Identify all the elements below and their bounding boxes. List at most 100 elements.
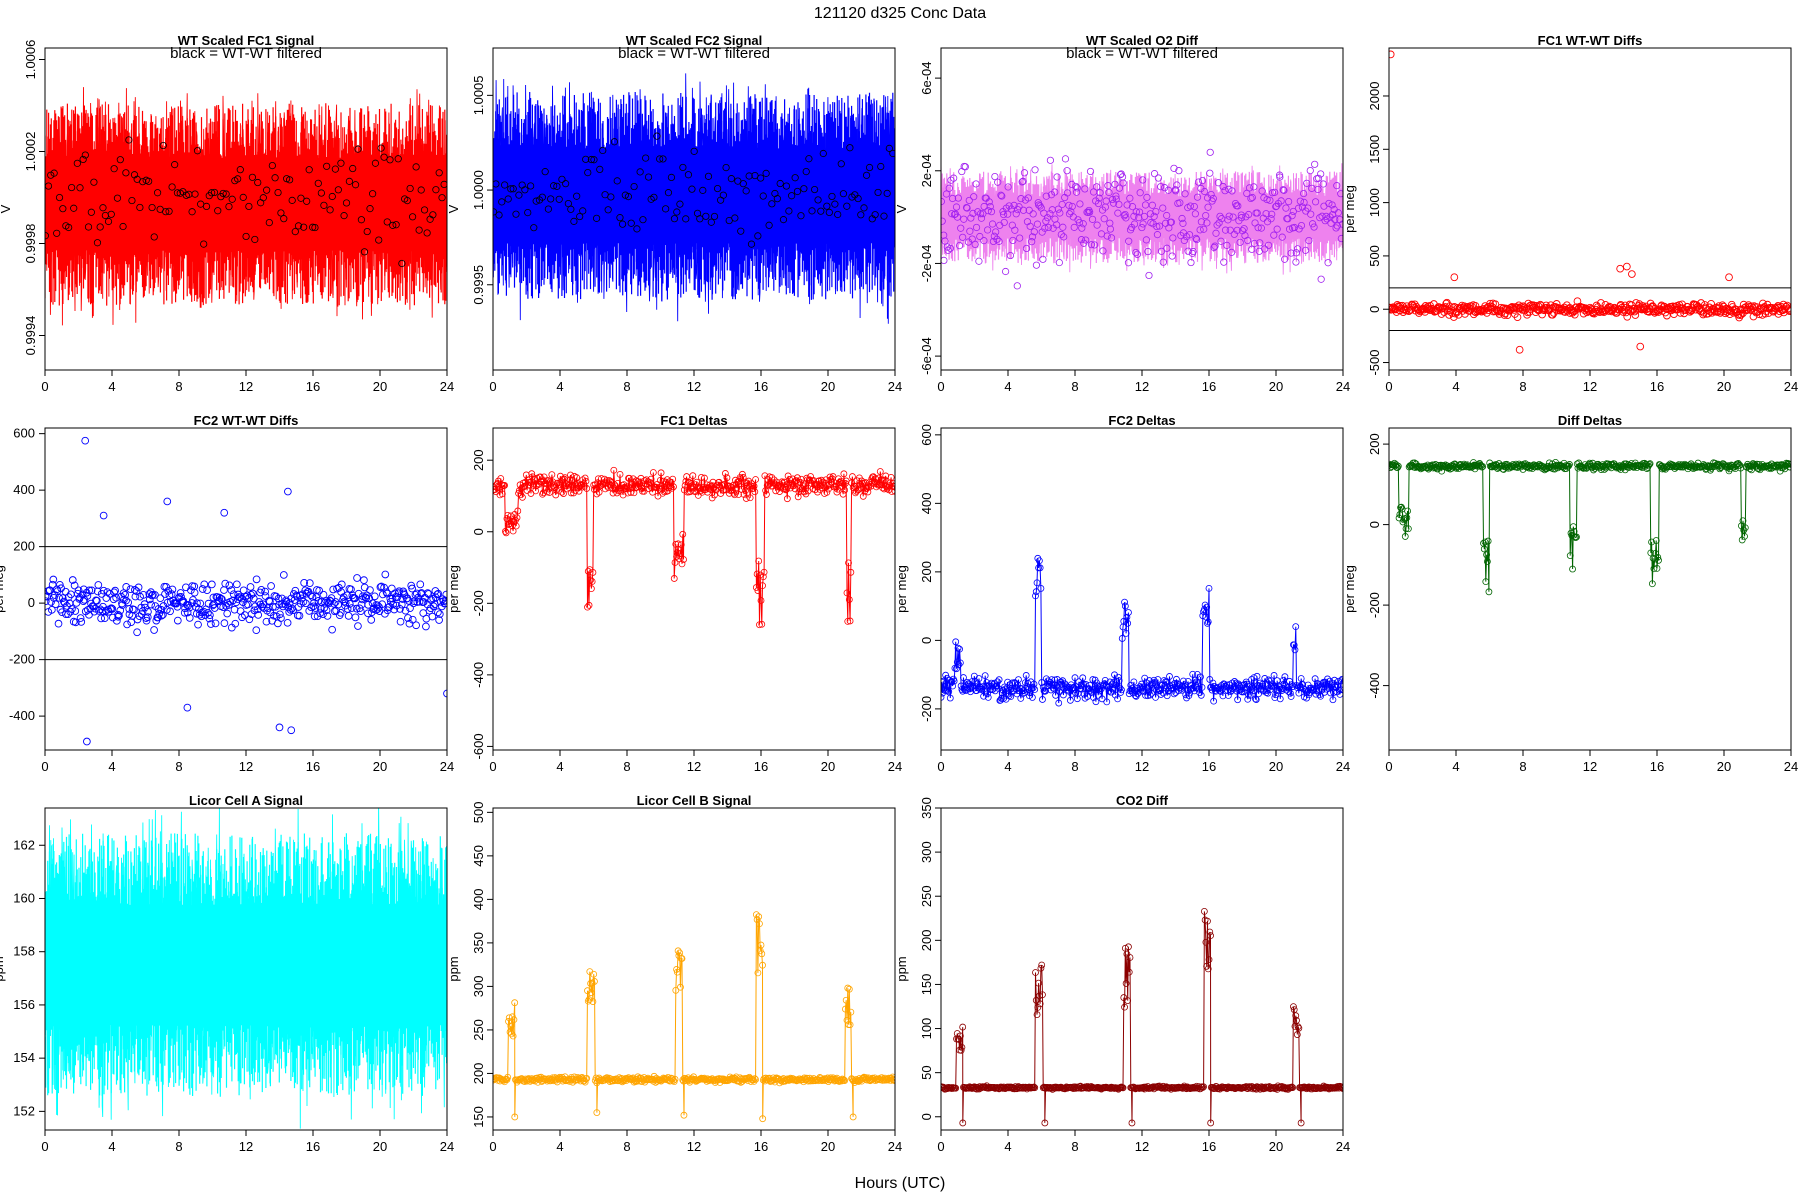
filtered-point — [1327, 219, 1335, 227]
filtered-point — [719, 191, 727, 199]
x-tick-label: 16 — [754, 1139, 768, 1154]
data-point — [1513, 313, 1522, 322]
data-point — [721, 470, 729, 477]
data-point — [389, 600, 398, 609]
data-point — [159, 610, 167, 619]
filtered-point — [992, 228, 1000, 236]
data-point — [955, 1036, 963, 1043]
data-point — [946, 676, 953, 684]
filtered-point — [854, 194, 862, 203]
data-point — [672, 540, 680, 548]
filtered-point — [877, 162, 885, 171]
filtered-point — [957, 224, 965, 232]
filtered-point — [1290, 223, 1299, 232]
filtered-point — [415, 226, 423, 234]
filtered-point — [1100, 215, 1108, 223]
filtered-point — [1311, 198, 1320, 206]
data-point — [993, 682, 1001, 690]
data-point — [1435, 303, 1443, 311]
data-point — [1166, 673, 1173, 680]
data-point — [265, 596, 273, 605]
data-point — [1566, 552, 1574, 559]
data-point — [1738, 522, 1745, 530]
filtered-point — [644, 173, 653, 181]
filtered-point — [1234, 202, 1242, 210]
data-point — [1234, 696, 1242, 704]
x-tick-label: 0 — [41, 379, 48, 394]
y-tick-label: 0.9995 — [471, 265, 486, 305]
data-point — [272, 592, 280, 601]
data-point — [726, 482, 734, 490]
filtered-point — [989, 237, 998, 246]
filtered-point — [862, 171, 871, 179]
data-point — [442, 590, 447, 599]
data-point — [231, 619, 240, 628]
filtered-point — [590, 156, 598, 164]
filtered-point — [570, 217, 578, 225]
filtered-point — [1245, 210, 1253, 219]
data-point — [981, 672, 989, 680]
data-point — [758, 950, 766, 958]
filtered-point — [1186, 202, 1194, 210]
panel-title: WT Scaled FC2 Signal — [626, 33, 763, 48]
data-point — [560, 490, 567, 497]
x-tick-label: 16 — [306, 1139, 320, 1154]
filtered-point — [1010, 201, 1018, 209]
filtered-point — [1300, 189, 1308, 198]
data-point — [1697, 299, 1705, 307]
filtered-point — [739, 180, 747, 188]
data-point — [783, 495, 791, 503]
data-point — [647, 475, 655, 483]
data-point — [890, 483, 895, 491]
data-point — [804, 487, 812, 495]
data-point — [150, 626, 158, 634]
data-point — [508, 522, 516, 530]
data-point — [880, 485, 888, 493]
data-point — [731, 491, 739, 499]
filtered-point — [1053, 173, 1061, 181]
data-point — [1204, 618, 1212, 626]
filtered-point — [1036, 202, 1044, 210]
filtered-point — [1056, 209, 1064, 217]
data-point — [1200, 1083, 1207, 1091]
data-point — [1103, 698, 1111, 706]
filtered-point — [630, 182, 638, 191]
filtered-point — [1190, 202, 1198, 211]
data-point — [194, 620, 202, 629]
data-point — [587, 989, 595, 997]
data-point — [230, 605, 239, 614]
y-tick-label: 200 — [13, 539, 35, 554]
data-point — [1532, 462, 1540, 469]
data-point — [1015, 676, 1022, 683]
data-point — [1042, 687, 1049, 695]
data-point — [1570, 527, 1578, 535]
data-point — [262, 617, 271, 626]
filtered-point — [438, 194, 446, 202]
filtered-point — [1292, 258, 1300, 266]
filtered-point — [93, 239, 102, 247]
filtered-point — [987, 208, 996, 216]
filtered-point — [547, 195, 555, 203]
filtered-point — [754, 232, 762, 240]
filtered-point — [507, 185, 515, 193]
x-tick-label: 16 — [1650, 759, 1664, 774]
data-point — [794, 474, 801, 482]
data-point — [847, 1008, 855, 1016]
filtered-point — [530, 224, 538, 232]
filtered-point — [259, 194, 267, 202]
filtered-point — [885, 144, 893, 152]
data-point — [1521, 306, 1529, 315]
filtered-point — [747, 240, 756, 248]
data-point — [1071, 674, 1079, 682]
data-point — [1204, 917, 1211, 925]
data-point — [953, 665, 960, 673]
filtered-point — [501, 181, 509, 189]
data-point — [197, 612, 206, 621]
filtered-point — [865, 163, 874, 172]
series-line — [493, 914, 895, 1119]
filtered-point — [110, 165, 118, 173]
data-point — [664, 1073, 672, 1081]
data-point — [1329, 696, 1337, 704]
